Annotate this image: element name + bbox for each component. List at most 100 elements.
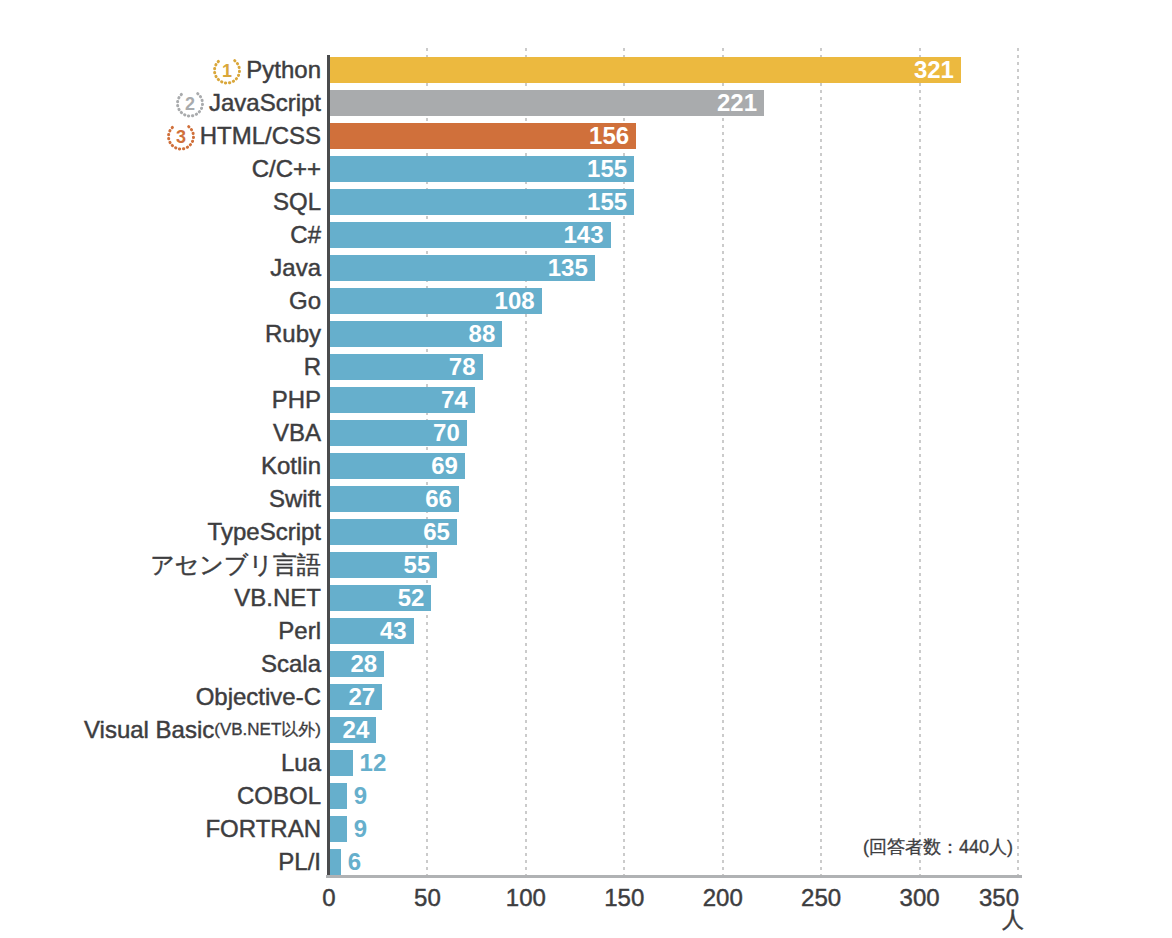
category-label: C#: [0, 222, 321, 248]
svg-text:2: 2: [185, 94, 195, 114]
category-label-text: Python: [246, 56, 321, 84]
chart-row: Objective-C 27: [0, 684, 1172, 710]
value-label: 9: [354, 783, 367, 809]
rank-1-laurel-badge-icon: 1: [211, 54, 243, 86]
category-label-text: Scala: [261, 650, 321, 678]
value-label: 52: [398, 585, 425, 611]
value-label: 88: [469, 321, 496, 347]
bar-chart: 1 Python 321 2 JavaScript 221 3 HTML/CSS 156 C/C+…: [0, 0, 1172, 938]
value-label: 66: [425, 486, 452, 512]
category-label-suffix: (VB.NET以外): [214, 718, 321, 741]
category-label: TypeScript: [0, 519, 321, 545]
category-label: 1 Python: [0, 57, 321, 83]
x-tick-150: 150: [604, 884, 644, 912]
category-label: Lua: [0, 750, 321, 776]
category-label: FORTRAN: [0, 816, 321, 842]
category-label: Ruby: [0, 321, 321, 347]
value-label: 65: [423, 519, 450, 545]
chart-row: Perl43: [0, 618, 1172, 644]
x-tick-250: 250: [801, 884, 841, 912]
x-tick-100: 100: [506, 884, 546, 912]
value-label: 156: [589, 123, 629, 149]
chart-row: 3 HTML/CSS 156: [0, 123, 1172, 149]
value-label: 70: [433, 420, 460, 446]
category-label-text: VB.NET: [234, 584, 321, 612]
category-label: Java: [0, 255, 321, 281]
category-label-text: SQL: [273, 188, 321, 216]
category-label-text: Perl: [278, 617, 321, 645]
category-label: 3 HTML/CSS: [0, 123, 321, 149]
value-label: 155: [587, 156, 627, 182]
category-label-text: Ruby: [265, 320, 321, 348]
chart-row: R78: [0, 354, 1172, 380]
chart-row: アセンブリ言語55: [0, 552, 1172, 578]
bar-FORTRAN: [329, 816, 347, 842]
category-label: VBA: [0, 420, 321, 446]
category-label-text: FORTRAN: [205, 815, 321, 843]
svg-text:3: 3: [176, 127, 186, 147]
category-label: C/C++: [0, 156, 321, 182]
value-label: 6: [348, 849, 361, 875]
category-label-text: Objective-C: [196, 683, 321, 711]
x-axis-line: [326, 875, 1022, 878]
chart-row: Lua 12: [0, 750, 1172, 776]
chart-row: Kotlin 69: [0, 453, 1172, 479]
category-label-text: HTML/CSS: [200, 122, 321, 150]
y-axis-line: [327, 55, 330, 875]
category-label-text: C/C++: [252, 155, 321, 183]
chart-row: 2 JavaScript 221: [0, 90, 1172, 116]
category-label-text: Kotlin: [261, 452, 321, 480]
bar-Lua: [329, 750, 353, 776]
category-label-text: Go: [289, 287, 321, 315]
category-label: Objective-C: [0, 684, 321, 710]
category-label: アセンブリ言語: [0, 552, 321, 578]
category-label-text: PHP: [272, 386, 321, 414]
category-label: PHP: [0, 387, 321, 413]
chart-row: Scala 28: [0, 651, 1172, 677]
x-tick-50: 50: [414, 884, 441, 912]
bar-JavaScript: [329, 90, 764, 116]
chart-row: C/C++ 155: [0, 156, 1172, 182]
value-label: 135: [548, 255, 588, 281]
category-label: Perl: [0, 618, 321, 644]
category-label-text: Lua: [281, 749, 321, 777]
value-label: 28: [350, 651, 377, 677]
category-label-text: C#: [290, 221, 321, 249]
chart-row: Visual Basic(VB.NET以外)24: [0, 717, 1172, 743]
value-label: 321: [914, 57, 954, 83]
category-label-text: アセンブリ言語: [150, 549, 321, 581]
value-label: 27: [348, 684, 375, 710]
x-tick-0: 0: [322, 884, 335, 912]
x-axis-unit-label: 人: [1002, 905, 1024, 935]
value-label: 155: [587, 189, 627, 215]
value-label: 108: [495, 288, 535, 314]
category-label: Go: [0, 288, 321, 314]
bar-Python: [329, 57, 961, 83]
chart-row: Ruby 88: [0, 321, 1172, 347]
x-tick-200: 200: [703, 884, 743, 912]
chart-row: C#143: [0, 222, 1172, 248]
chart-row: PHP74: [0, 387, 1172, 413]
chart-row: Go 108: [0, 288, 1172, 314]
category-label: SQL: [0, 189, 321, 215]
svg-text:1: 1: [222, 61, 232, 81]
category-label-text: COBOL: [237, 782, 321, 810]
value-label: 69: [431, 453, 458, 479]
chart-row: 1 Python 321: [0, 57, 1172, 83]
chart-row: TypeScript 65: [0, 519, 1172, 545]
category-label-text: VBA: [273, 419, 321, 447]
value-label: 12: [360, 750, 387, 776]
category-label: VB.NET: [0, 585, 321, 611]
chart-row: SQL 155: [0, 189, 1172, 215]
category-label: Kotlin: [0, 453, 321, 479]
value-label: 9: [354, 816, 367, 842]
bar-PL/I: [329, 849, 341, 875]
chart-row: VBA 70: [0, 420, 1172, 446]
rank-3-laurel-badge-icon: 3: [165, 120, 197, 152]
value-label: 24: [343, 717, 370, 743]
category-label-text: Java: [270, 254, 321, 282]
category-label-text: JavaScript: [209, 89, 321, 117]
category-label-text: PL/I: [278, 848, 321, 876]
category-label: COBOL: [0, 783, 321, 809]
value-label: 221: [717, 90, 757, 116]
